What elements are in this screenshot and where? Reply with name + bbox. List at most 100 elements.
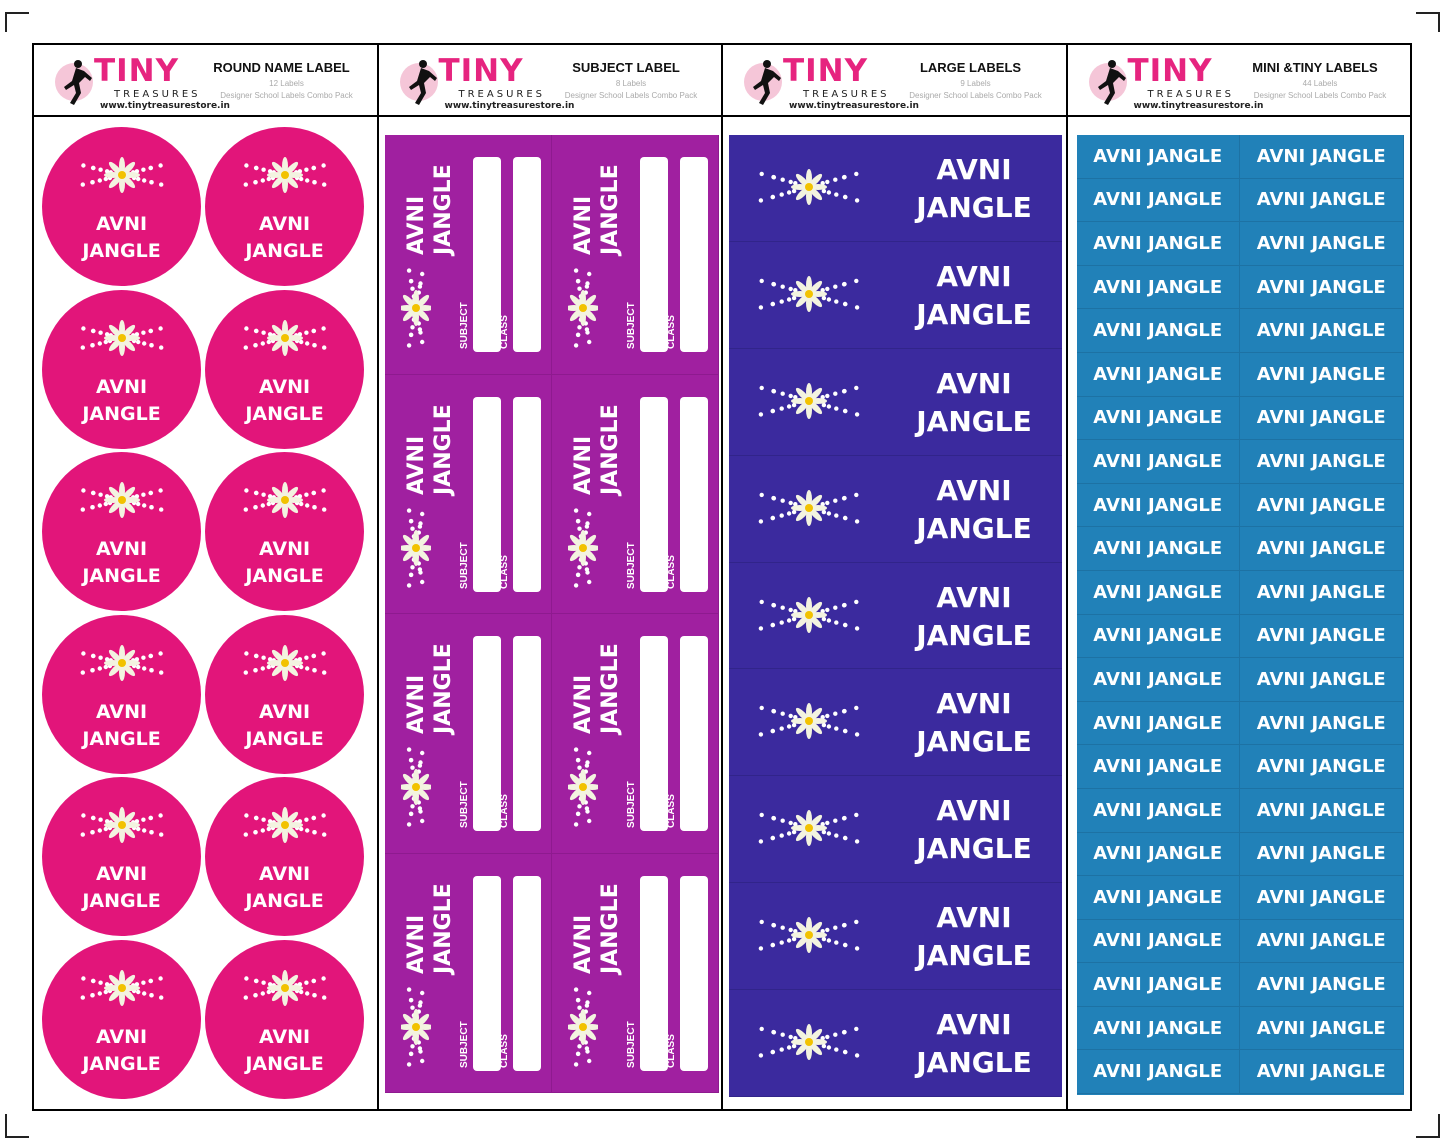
label-cell: AVNI JANGLE [42,777,205,940]
child-name: AVNI JANGLE [570,624,624,734]
brand-logo: TINY TREASURES www.tinytreasurestore.in [399,53,574,113]
subject-label: AVNI JANGLE SUBJECT CLASS [551,614,719,854]
name-line-2: JANGLE [916,939,1032,973]
brand-url: www.tinytreasurestore.in [444,101,575,111]
brand-name: TINY [94,53,180,89]
mini-label: AVNI JANGLE [1240,832,1404,877]
daisy-dots-icon [758,917,860,954]
brand-tagline: TREASURES [1147,89,1234,100]
child-name: AVNI JANGLE [42,374,201,428]
mini-label: AVNI JANGLE [1076,963,1240,1007]
daisy-dots-icon [243,644,327,681]
subject-caption: SUBJECT [458,302,470,349]
brand-logo: TINY TREASURES www.tinytreasurestore.in [1088,53,1263,113]
child-name: AVNI JANGLE [570,385,624,495]
name-line-1: AVNI [403,195,429,255]
class-write-box [679,636,708,831]
name-line-2: JANGLE [245,727,324,750]
child-name: AVNI JANGLE [403,624,457,734]
daisy-dots-icon [400,268,431,348]
daisy-dots-icon [758,489,860,526]
subject-write-box [472,396,501,592]
mini-label: AVNI JANGLE [1076,265,1240,310]
name-line-2: JANGLE [245,565,324,587]
child-name: AVNI JANGLE [42,536,201,590]
class-write-box [679,396,708,592]
label-cell: AVNI JANGLE [42,939,205,1103]
daisy-dots-icon [567,507,598,588]
label-column: TINY TREASURES www.tinytreasurestore.in … [721,45,1066,1109]
mini-label: AVNI JANGLE [1240,745,1404,789]
subject-caption: SUBJECT [625,302,637,349]
label-cell: AVNI JANGLE [42,289,205,453]
name-line-2: JANGLE [245,1052,324,1075]
mini-label: AVNI JANGLE [1240,658,1404,702]
mini-label: AVNI JANGLE [1076,440,1240,484]
daisy-dots-icon [758,596,860,633]
crop-mark [1416,12,1440,14]
mini-label: AVNI JANGLE [1076,483,1240,528]
child-name: AVNI JANGLE [42,211,201,265]
name-line-1: AVNI [936,259,1012,293]
class-caption: CLASS [665,315,677,349]
daisy-dots-icon [400,986,431,1067]
subject-label: AVNI JANGLE SUBJECT CLASS [551,853,719,1093]
large-label: AVNI JANGLE [729,242,1062,349]
label-cell: AVNI JANGLE [205,289,368,453]
name-line-1: AVNI [936,794,1012,828]
name-line-2: JANGLE [916,191,1032,224]
daisy-dots-icon [400,507,431,588]
class-write-box [512,396,541,592]
mini-label: AVNI JANGLE [1076,222,1240,266]
class-write-box [512,636,541,831]
round-name-label: AVNI JANGLE [42,777,201,936]
class-caption: CLASS [665,554,677,589]
label-cell: AVNI JANGLE [42,452,205,615]
subject-labels-grid: AVNI JANGLE SUBJECT CLASS AVNI JANGLE SUBJECT C… [384,135,719,1093]
child-name: AVNI JANGLE [403,385,457,495]
name-line-2: JANGLE [430,643,456,734]
name-line-2: JANGLE [916,297,1032,331]
mini-label: AVNI JANGLE [1076,788,1240,833]
name-line-2: JANGLE [597,164,623,255]
daisy-dots-icon [567,986,598,1067]
child-name: AVNI JANGLE [889,792,1059,868]
label-column: TINY TREASURES www.tinytreasurestore.in … [376,45,721,1109]
subject-write-box [639,396,668,592]
daisy-dots-icon [243,319,327,356]
daisy-dots-icon [400,747,431,827]
daisy-dots-icon [80,482,164,518]
mini-label: AVNI JANGLE [1076,919,1240,964]
label-column: TINY TREASURES www.tinytreasurestore.in … [34,45,377,1109]
daisy-dots-icon [243,807,327,843]
label-cell: AVNI JANGLE [205,127,368,290]
class-caption: CLASS [498,794,510,828]
subject-caption: SUBJECT [625,781,637,828]
child-name: AVNI JANGLE [205,374,364,428]
mini-label: AVNI JANGLE [1076,614,1240,659]
mini-label: AVNI JANGLE [1240,178,1404,223]
name-line-1: AVNI [95,1025,148,1048]
class-caption: CLASS [498,315,510,349]
name-line-2: JANGLE [245,890,324,912]
mini-label: AVNI JANGLE [1076,570,1240,615]
class-write-box [679,157,708,352]
crop-mark [1438,12,1440,32]
subject-caption: SUBJECT [458,541,470,589]
name-line-2: JANGLE [82,565,161,587]
class-write-box [512,157,541,352]
mini-label: AVNI JANGLE [1076,701,1240,746]
name-line-2: JANGLE [916,404,1032,438]
brand-url: www.tinytreasurestore.in [100,101,230,111]
column-count: 9 Labels [960,79,991,88]
brand-url: www.tinytreasurestore.in [789,101,919,111]
mini-label: AVNI JANGLE [1240,919,1404,964]
name-line-2: JANGLE [245,402,324,425]
round-name-label: AVNI JANGLE [42,614,201,774]
name-line-2: JANGLE [82,240,161,262]
name-line-1: AVNI [258,863,311,885]
name-line-1: AVNI [936,473,1012,507]
name-line-1: AVNI [258,700,311,723]
mini-label: AVNI JANGLE [1240,483,1404,528]
column-subtitle: Designer School Labels Combo Pack [564,91,698,100]
